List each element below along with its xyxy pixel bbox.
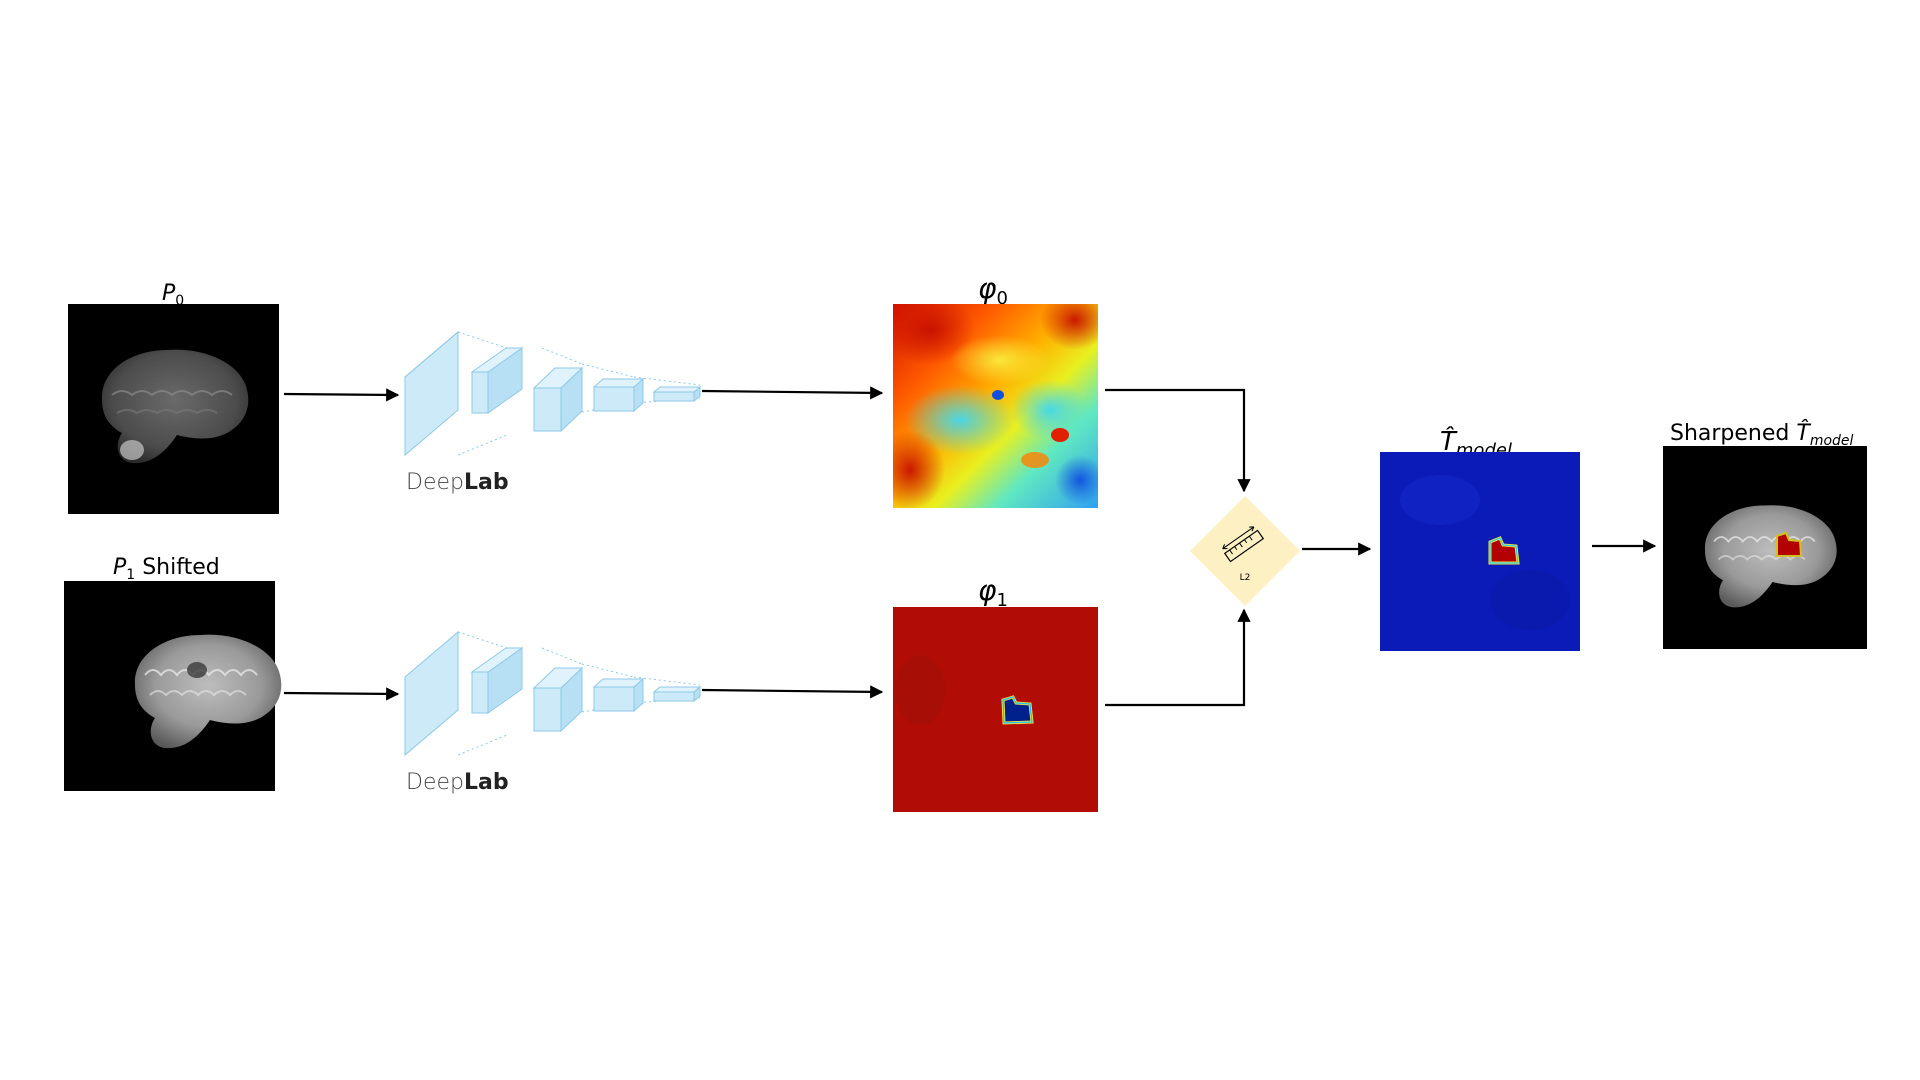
- sharpened-label: Sharpened T̂model: [1670, 420, 1854, 449]
- t-model-tumor-region: [1488, 536, 1520, 565]
- encoder-top-layer-4: [592, 377, 645, 413]
- p1-mri-image: [64, 581, 282, 791]
- arrow-p0-to-encoder: [283, 388, 400, 402]
- encoder-bottom-layer-2: [470, 647, 524, 714]
- svg-text:P1 Shifted: P1 Shifted: [113, 555, 220, 583]
- arrow-p1-to-encoder: [283, 687, 400, 701]
- encoder-bottom-brand: DeepLab: [406, 770, 509, 795]
- sharpened-mri-image: [1663, 446, 1867, 649]
- l2-comparator: L2: [1190, 496, 1300, 606]
- encoder-bottom-layer-1: [404, 630, 459, 757]
- phi0-label: φ0: [978, 272, 1008, 309]
- ruler-icon: [1222, 526, 1265, 563]
- encoder-top-layer-1: [404, 330, 459, 457]
- encoder-top-brand: DeepLab: [406, 470, 509, 495]
- l2-label: L2: [1240, 573, 1251, 583]
- sharpened-tumor-region: [1776, 531, 1803, 557]
- phi1-label: φ1: [978, 574, 1008, 611]
- encoder-bottom-layer-3: [532, 666, 584, 733]
- arrow-encoder-to-phi1: [701, 685, 884, 699]
- svg-text:φ0: φ0: [978, 272, 1008, 309]
- p0-mri-image: [68, 304, 279, 514]
- encoder-top-layer-2: [470, 347, 524, 414]
- svg-text:Sharpened T̂model: Sharpened T̂model: [1670, 420, 1854, 449]
- svg-text:φ1: φ1: [978, 574, 1008, 611]
- encoder-top: DeepLab: [404, 330, 702, 495]
- phi1-heatmap: [893, 607, 1098, 812]
- encoder-top-layer-5: [652, 385, 702, 403]
- svg-text:P0: P0: [162, 281, 184, 309]
- t-model-field: [1380, 452, 1580, 651]
- arrow-encoder-to-phi0: [701, 386, 884, 400]
- encoder-top-layer-3: [532, 366, 584, 433]
- encoder-bottom-layer-4: [592, 677, 645, 713]
- arrow-phi0-to-comparator: [1105, 388, 1251, 493]
- encoder-bottom: DeepLab: [404, 630, 702, 795]
- flow-arrows: [283, 386, 1657, 707]
- p1-label: P1 Shifted: [113, 555, 220, 583]
- p0-label: P0: [162, 281, 184, 309]
- arrow-phi1-to-comparator: [1105, 608, 1251, 707]
- encoder-bottom-layer-5: [652, 685, 702, 703]
- phi1-tumor-region: [1001, 695, 1034, 725]
- phi0-heatmap: [893, 304, 1098, 508]
